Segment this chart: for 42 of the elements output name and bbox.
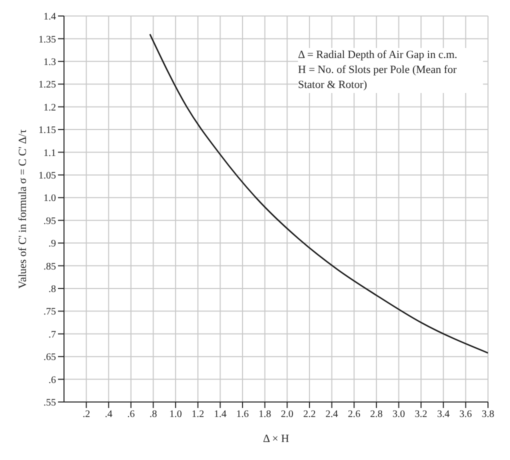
- y-tick-label: 1.35: [38, 34, 56, 46]
- x-tick-label: 1.2: [192, 409, 204, 420]
- x-tick-label: 2.0: [280, 409, 294, 420]
- x-axis-title: Δ × H: [262, 433, 290, 445]
- y-axis-title: Values of C' in formula σ = C C' Δ/τ: [16, 128, 29, 289]
- y-tick-label: 1.2: [44, 102, 56, 114]
- annotation: Δ = Radial Depth of Air Gap in c.m.: [298, 48, 458, 63]
- y-tick-label: .8: [48, 284, 56, 296]
- y-tick-label: .75: [44, 306, 56, 318]
- x-tick-label: 2.2: [303, 409, 316, 420]
- x-tick-label: 1.0: [169, 409, 182, 420]
- x-tick-label: 3.6: [459, 409, 472, 420]
- y-tick-label: .95: [44, 216, 56, 227]
- y-tick-label: 1.25: [38, 80, 56, 91]
- y-tick-label: 1.3: [44, 56, 56, 68]
- x-tick-label: .2: [82, 409, 90, 420]
- x-tick-label: .8: [150, 409, 158, 420]
- x-tick-label: 3.2: [414, 409, 428, 420]
- x-tick-label: 1.4: [214, 409, 226, 420]
- x-tick-label: 2.4: [326, 409, 338, 420]
- line-series: [149, 33, 488, 354]
- x-tick-label: 1.8: [258, 409, 272, 420]
- y-tick-label: .7: [48, 329, 56, 340]
- x-tick-label: .4: [104, 409, 112, 420]
- x-tick-label: 3.0: [392, 409, 405, 420]
- y-tick-label: 1.1: [44, 148, 56, 159]
- annotation: H = No. of Slots per Pole (Mean for Stator & Rotor): [298, 63, 458, 93]
- x-tick-label: 1.6: [236, 409, 249, 420]
- x-tick-label: 2.6: [348, 409, 360, 420]
- x-tick-label: 2.8: [370, 409, 383, 420]
- y-tick-label: 1.05: [38, 170, 56, 182]
- x-tick-label: 3.4: [437, 409, 450, 420]
- y-tick-label: 1.0: [44, 193, 56, 204]
- y-tick-label: .65: [44, 352, 56, 364]
- y-tick-label: .9: [48, 238, 56, 250]
- y-tick-label: .55: [44, 398, 56, 409]
- y-tick-label: 1.4: [44, 12, 56, 23]
- x-tick-label: 3.8: [482, 409, 494, 420]
- y-tick-label: .6: [48, 374, 56, 386]
- y-tick-label: 1.15: [38, 125, 56, 136]
- y-tick-label: .85: [44, 261, 56, 272]
- x-tick-label: .6: [127, 409, 135, 420]
